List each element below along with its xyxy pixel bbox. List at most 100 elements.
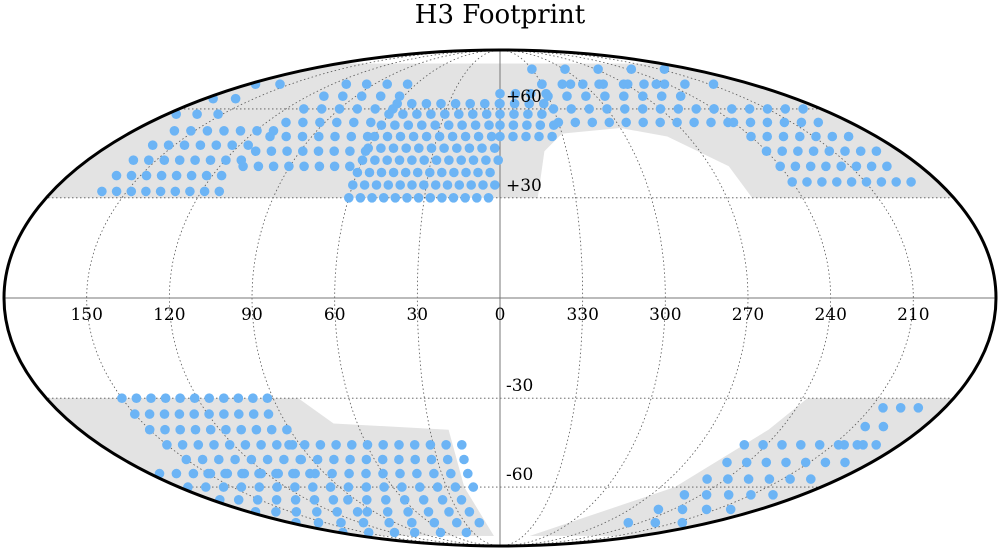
field-marker [691,104,701,114]
field-marker [361,468,371,479]
field-marker [371,180,382,190]
lon-tick-label: 240 [814,305,846,325]
field-marker [384,517,395,528]
field-marker [672,117,682,128]
field-marker [271,507,281,517]
field-marker [195,140,206,150]
field-marker [330,131,340,142]
field-marker [429,517,440,528]
field-marker [382,507,393,517]
field-marker [553,117,564,128]
field-marker [565,79,576,89]
field-marker [204,409,214,419]
field-marker [777,440,787,450]
field-marker [221,155,231,165]
field-marker [429,468,439,479]
field-marker [332,117,342,128]
field-marker [843,131,854,142]
field-marker [430,120,441,130]
field-marker [238,161,248,172]
field-marker [762,104,773,114]
field-marker [745,117,756,128]
field-marker [186,170,197,181]
field-marker [369,131,380,142]
field-marker [448,193,459,203]
field-marker [251,424,262,435]
field-marker [638,117,648,128]
field-marker [271,495,282,505]
field-marker [407,180,417,190]
field-marker [813,117,824,128]
field-marker [319,91,329,101]
field-marker [361,454,372,465]
field-marker [211,140,222,150]
field-marker [537,109,547,119]
field-marker [349,117,359,128]
field-marker [131,393,142,404]
field-marker [181,454,192,465]
field-marker [394,454,404,465]
field-marker [460,131,471,142]
field-marker [459,454,469,465]
field-marker [233,495,244,505]
field-marker [413,193,424,203]
lon-tick-label: 30 [406,305,428,325]
field-marker [547,131,557,142]
field-marker [155,186,166,197]
field-marker [808,146,819,156]
field-marker [739,440,750,450]
field-marker [219,126,229,136]
field-marker [702,474,712,484]
field-marker [486,131,497,142]
field-marker [481,155,491,165]
field-marker [263,409,274,419]
field-marker [291,507,302,517]
field-marker [456,155,467,165]
field-marker [543,91,553,101]
field-marker [785,474,795,484]
field-marker [781,457,791,468]
field-marker [679,490,690,500]
field-marker [584,104,594,114]
field-marker [412,167,423,178]
field-marker [281,131,292,142]
lon-tick-label: 0 [495,305,506,325]
field-marker [548,104,559,114]
field-marker [378,440,389,450]
field-marker [913,403,924,413]
field-marker [701,490,712,500]
field-marker [273,468,284,479]
field-marker [240,440,251,450]
field-marker [201,482,211,492]
field-marker [376,143,386,153]
field-marker [282,424,292,435]
field-marker [209,440,219,450]
field-marker [417,120,427,130]
field-marker [521,131,531,142]
field-marker [343,495,353,505]
field-marker [878,421,889,432]
field-marker [141,170,152,181]
field-marker [460,193,471,203]
field-marker [619,91,629,101]
field-marker [403,507,413,517]
field-marker [253,161,264,172]
field-marker [230,454,240,465]
field-marker [382,155,393,165]
field-marker [348,180,358,190]
field-marker [656,91,667,101]
field-marker [655,104,666,114]
field-marker [111,170,122,181]
field-marker [185,186,195,197]
lat-tick-label: +30 [506,176,542,196]
field-marker [709,104,719,114]
field-marker [313,146,324,156]
lat-tick-label: +60 [506,87,542,107]
field-marker [332,507,343,517]
field-marker [906,177,916,187]
field-marker [359,180,370,190]
field-marker [268,161,279,172]
field-marker [432,482,443,492]
field-marker [376,167,387,178]
field-marker [722,457,732,468]
